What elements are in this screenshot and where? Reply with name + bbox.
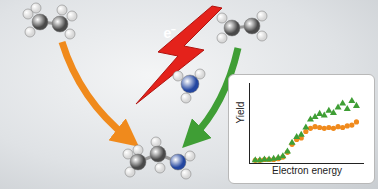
svg-text:e⁻: e⁻: [164, 25, 177, 41]
svg-text:Yield: Yield: [235, 102, 246, 124]
svg-text:Electron energy: Electron energy: [272, 165, 342, 176]
